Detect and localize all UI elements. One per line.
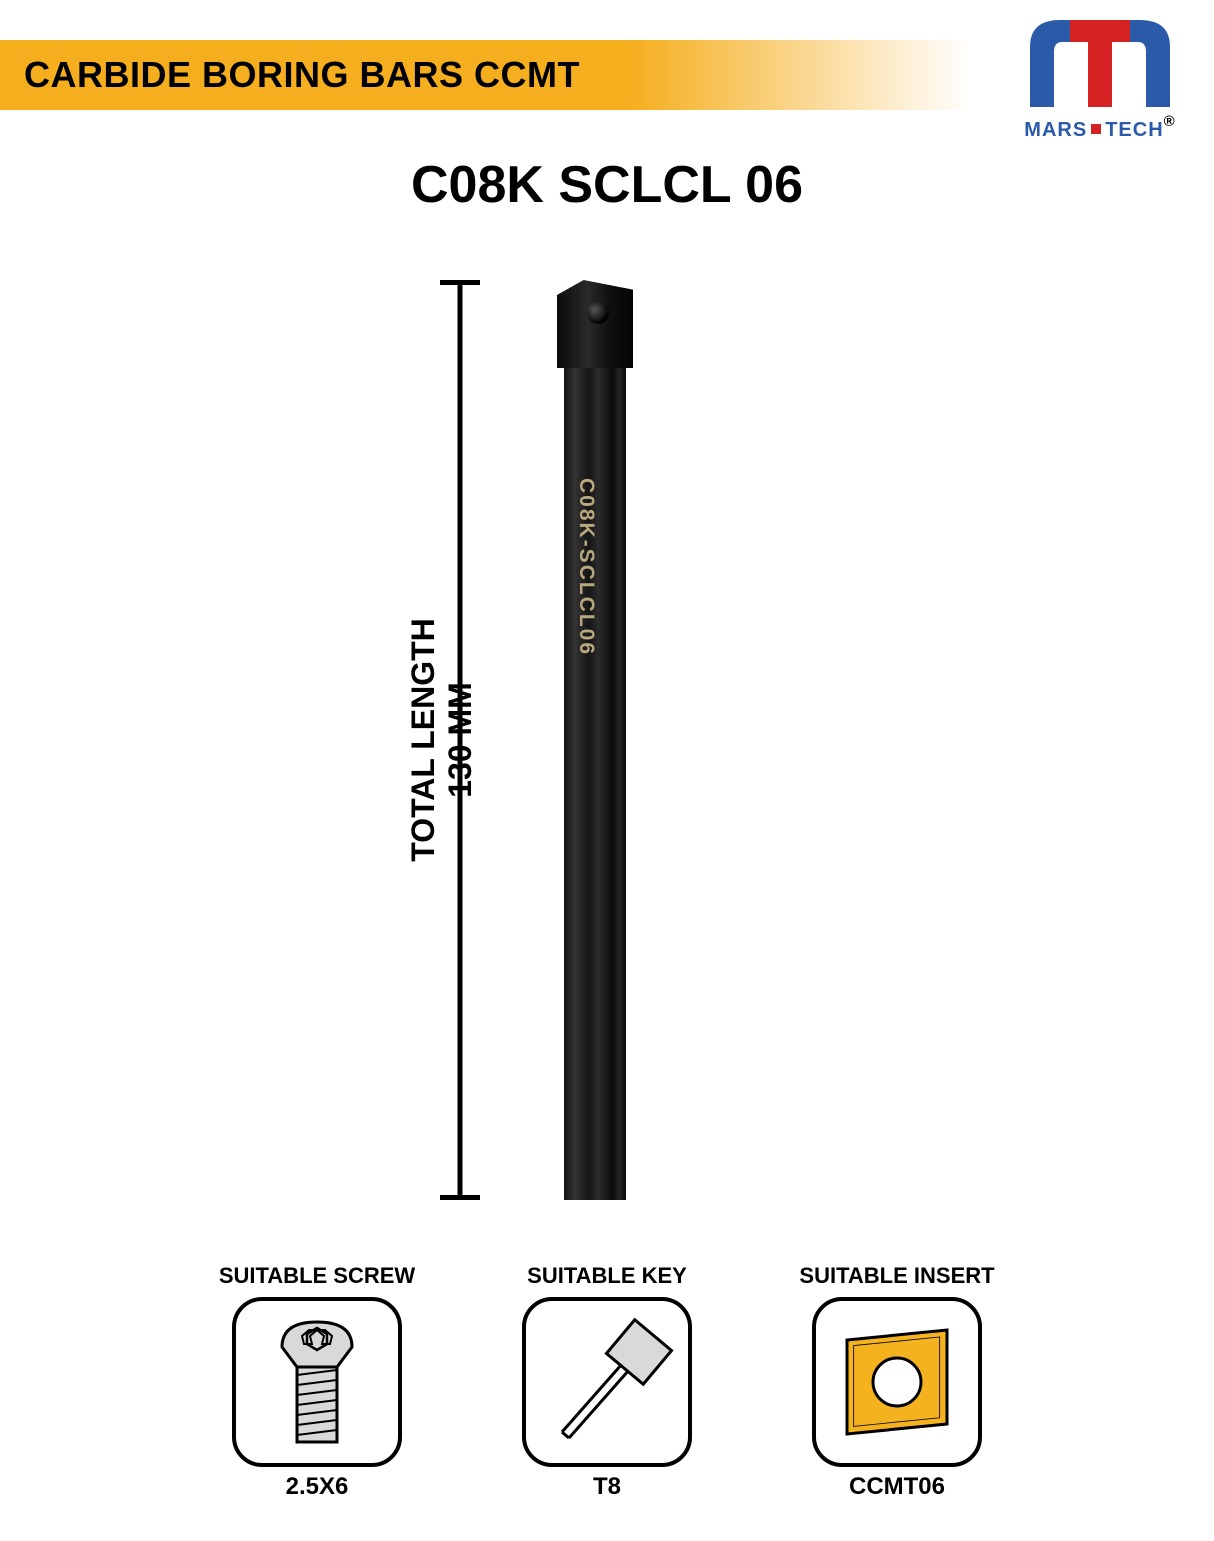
- registered-mark: ®: [1164, 113, 1176, 130]
- spec-value: 2.5X6: [286, 1473, 349, 1501]
- logo-brand-right: TECH: [1105, 119, 1163, 141]
- screw-icon: [262, 1312, 372, 1452]
- product-title: C08K SCLCL 06: [0, 155, 1214, 215]
- bar-engraving: C08K-SCLCL06: [574, 478, 598, 656]
- spec-box: [522, 1297, 692, 1467]
- spec-insert: SUITABLE INSERT CCMT06: [797, 1263, 997, 1501]
- spec-screw: SUITABLE SCREW 2.5X6: [217, 1263, 417, 1501]
- header-bar: CARBIDE BORING BARS CCMT: [0, 40, 970, 110]
- logo-dot-icon: [1091, 124, 1101, 134]
- brand-logo: MARS TECH®: [1010, 12, 1190, 142]
- logo-brand-left: MARS: [1024, 119, 1087, 141]
- logo-mark-icon: [1020, 12, 1180, 112]
- logo-text: MARSTECH®: [1010, 119, 1190, 142]
- spec-box: [812, 1297, 982, 1467]
- key-icon: [537, 1312, 677, 1452]
- product-figure: TOTAL LENGTH 130 MM C08K-SCLCL06: [0, 260, 1214, 1220]
- spec-row: SUITABLE SCREW 2.5X6 SUITABLE KEY: [0, 1263, 1214, 1501]
- spec-title: SUITABLE INSERT: [799, 1263, 994, 1289]
- boring-bar-icon: C08K-SCLCL06: [557, 280, 633, 1200]
- spec-value: CCMT06: [849, 1473, 945, 1501]
- length-label-text: TOTAL LENGTH: [405, 618, 442, 862]
- header-title: CARBIDE BORING BARS CCMT: [24, 54, 580, 96]
- insert-icon: [827, 1312, 967, 1452]
- spec-key: SUITABLE KEY T8: [507, 1263, 707, 1501]
- spec-title: SUITABLE SCREW: [219, 1263, 415, 1289]
- dimension-bracket-icon: [440, 280, 480, 1200]
- spec-box: [232, 1297, 402, 1467]
- spec-title: SUITABLE KEY: [527, 1263, 687, 1289]
- spec-value: T8: [593, 1473, 621, 1501]
